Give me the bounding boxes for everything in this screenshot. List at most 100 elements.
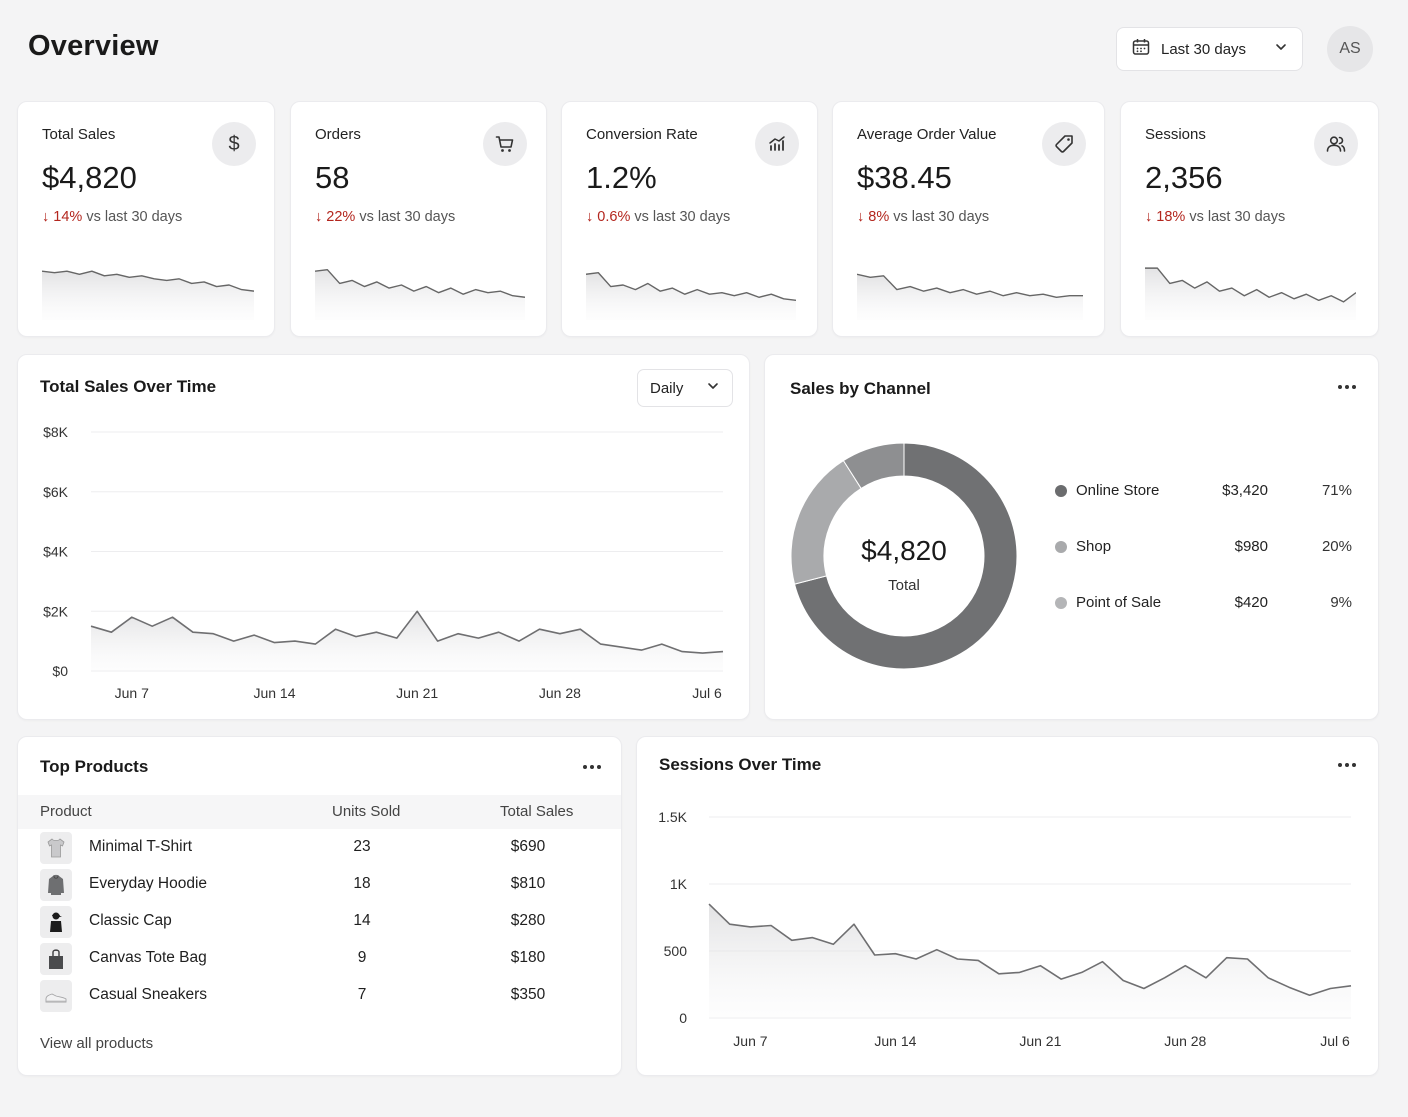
y-tick-label: 500: [664, 943, 688, 959]
y-tick-label: 1.5K: [658, 809, 687, 825]
granularity-label: Daily: [650, 379, 684, 397]
more-options-button[interactable]: [578, 757, 606, 777]
tote-bag-icon: [40, 943, 72, 975]
x-tick-label: Jun 14: [874, 1033, 916, 1049]
series-line: [90, 610, 724, 654]
date-range-select[interactable]: Last 30 days: [1116, 27, 1303, 71]
granularity-select[interactable]: Daily: [637, 369, 733, 407]
more-options-button[interactable]: [1333, 377, 1361, 397]
calendar-icon: [1131, 37, 1151, 61]
arrow-down-icon: ↓: [1145, 209, 1157, 225]
kpi-delta-suffix: vs last 30 days: [630, 209, 731, 225]
kpi-sparkline: [315, 268, 525, 320]
kpi-sparkline: [42, 270, 254, 320]
donut-slice: [793, 442, 1018, 670]
legend-name: Shop: [1076, 538, 1112, 555]
bar-chart-icon: [755, 122, 799, 166]
hoodie-icon: [40, 869, 72, 901]
x-tick-label: Jul 6: [1320, 1033, 1350, 1049]
x-tick-label: Jun 28: [1164, 1033, 1206, 1049]
y-tick-label: $4K: [43, 544, 69, 560]
y-tick-label: $0: [52, 663, 68, 679]
product-name: Casual Sneakers: [89, 986, 208, 1003]
avatar[interactable]: AS: [1327, 26, 1373, 72]
tag-icon: [1042, 122, 1086, 166]
x-tick-label: Jun 14: [253, 685, 295, 701]
kpi-card-orders: Orders 58 ↓ 22% vs last 30 days: [290, 101, 547, 337]
kpi-delta: ↓ 8% vs last 30 days: [857, 209, 989, 225]
view-all-products-link[interactable]: View all products: [40, 1035, 154, 1052]
units-sold: 7: [357, 986, 367, 1003]
table-row[interactable]: Canvas Tote Bag 9 $180: [18, 940, 621, 977]
table-row[interactable]: Minimal T-Shirt 23 $690: [18, 829, 621, 866]
table-row[interactable]: Classic Cap 14 $280: [18, 903, 621, 940]
donut-slice: [842, 442, 905, 490]
total-sales: $810: [510, 875, 546, 892]
sales-by-channel-panel: Sales by Channel $4,820 Total Online Sto…: [764, 354, 1379, 720]
channel-donut-chart: [790, 442, 1018, 670]
product-name: Classic Cap: [89, 912, 172, 929]
sessions-area-chart: 0 500 1K 1.5K Jun 7 Jun 14 Jun 21 Jun 28 Jul 6: [658, 809, 1352, 1049]
kpi-sparkline: [1145, 267, 1356, 320]
legend-name: Online Store: [1076, 482, 1160, 499]
sparkline-line: [315, 268, 525, 298]
kpi-title: Sessions: [1145, 126, 1206, 143]
sales-area-chart: $0 $2K $4K $6K $8K Jun 7 Jun 14 Jun 21 Jun 28 Jul…: [43, 424, 724, 701]
area-fill: [91, 611, 723, 671]
area-fill: [709, 904, 1351, 1018]
arrow-down-icon: ↓: [857, 209, 869, 225]
sales-over-time-panel: Total Sales Over Time Daily $0 $2K $4K $6K $…: [17, 354, 750, 720]
sparkline-area: [315, 269, 525, 320]
x-tick-label: Jun 7: [115, 685, 149, 701]
cart-icon: [483, 122, 527, 166]
kpi-value: $4,820: [42, 160, 137, 195]
sparkline-line: [857, 273, 1083, 298]
sparkline-line: [42, 270, 254, 292]
legend-dot: [1055, 484, 1067, 497]
product-name: Everyday Hoodie: [89, 875, 208, 892]
kpi-title: Conversion Rate: [586, 126, 698, 143]
kpi-delta-value: 0.6%: [597, 209, 631, 225]
kpi-value: 58: [315, 160, 350, 195]
table-row[interactable]: Casual Sneakers 7 $350: [18, 977, 621, 1014]
table-row[interactable]: Everyday Hoodie 18 $810: [18, 866, 621, 903]
kpi-delta-suffix: vs last 30 days: [1185, 209, 1286, 225]
legend-row-shop: Shop $980 20%: [1055, 538, 1352, 555]
y-tick-label: 0: [679, 1010, 687, 1026]
y-tick-label: $2K: [43, 603, 69, 619]
kpi-delta-value: 22%: [326, 209, 356, 225]
panel-title: Sessions Over Time: [659, 755, 822, 774]
column-header: Total Sales: [500, 803, 574, 820]
tshirt-icon: [40, 832, 72, 864]
kpi-card-sessions: Sessions 2,356 ↓ 18% vs last 30 days: [1120, 101, 1379, 337]
kpi-delta-value: 14%: [53, 209, 83, 225]
kpi-value: 1.2%: [586, 160, 657, 195]
units-sold: 9: [357, 949, 367, 966]
legend-dot: [1055, 596, 1067, 609]
product-name: Minimal T-Shirt: [89, 838, 193, 855]
panel-title: Top Products: [40, 757, 149, 776]
total-sales: $690: [510, 838, 546, 855]
sparkline-area: [1145, 268, 1356, 320]
more-options-button[interactable]: [1333, 755, 1361, 775]
kpi-card-average-order-value: Average Order Value $38.45 ↓ 8% vs last …: [832, 101, 1105, 337]
total-sales: $350: [510, 986, 546, 1003]
x-tick-label: Jul 6: [692, 685, 722, 701]
users-icon: [1314, 122, 1358, 166]
kpi-sparkline: [586, 272, 796, 320]
y-tick-label: $8K: [43, 424, 69, 440]
sparkline-area: [857, 274, 1083, 320]
legend-amount: $980: [1234, 538, 1268, 555]
arrow-down-icon: ↓: [586, 209, 598, 225]
kpi-value: $38.45: [857, 160, 952, 195]
arrow-down-icon: ↓: [315, 209, 327, 225]
units-sold: 18: [353, 875, 371, 892]
donut-total-value: $4,820: [861, 535, 947, 566]
dollar-icon: $: [212, 122, 256, 166]
chevron-down-icon: [1274, 40, 1288, 58]
x-tick-label: Jun 28: [539, 685, 581, 701]
kpi-delta-value: 8%: [868, 209, 890, 225]
column-header: Units Sold: [332, 803, 401, 820]
kpi-card-total-sales: Total Sales $4,820 ↓ 14% vs last 30 days…: [17, 101, 275, 337]
y-tick-label: 1K: [670, 876, 688, 892]
